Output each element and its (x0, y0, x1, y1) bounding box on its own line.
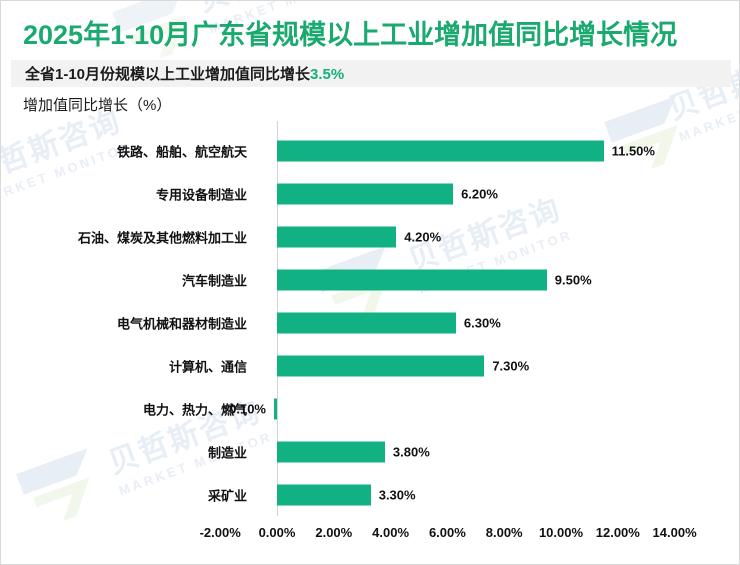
category-label: 电力、热力、燃气 (142, 402, 247, 417)
bar[interactable] (277, 312, 456, 333)
bar-row: 石油、煤炭及其他燃料加工业 4.20% (1, 215, 739, 258)
category-label: 专用设备制造业 (155, 187, 247, 202)
bar[interactable] (277, 140, 604, 161)
x-tick-label: 2.00% (315, 525, 353, 540)
bar-row: 专用设备制造业 6.20% (1, 172, 739, 215)
x-axis: -2.00% 0.00% 2.00% 4.00% 6.00% 8.00% 10.00% 12.… (1, 525, 739, 545)
x-tick-label: 8.00% (485, 525, 523, 540)
bar[interactable] (277, 269, 547, 290)
subtitle-prefix: 全省1-10月份规模以上工业增加值同比增长 (25, 66, 311, 83)
bar[interactable] (274, 398, 277, 419)
value-label: 6.30% (463, 315, 501, 330)
x-tick-label: -2.00% (199, 525, 241, 540)
value-label: 6.20% (461, 186, 498, 201)
category-label: 电气机械和器材制造业 (116, 316, 247, 331)
bar-row: 电力、热力、燃气 -0.10% (1, 387, 739, 430)
value-label: 3.30% (378, 487, 416, 502)
value-label: 11.50% (611, 143, 655, 158)
value-label: 9.50% (554, 272, 592, 287)
subtitle-highlight-value: 3.5% (310, 66, 345, 83)
x-tick-label: 14.00% (652, 525, 697, 540)
value-label: 4.20% (404, 229, 442, 244)
subtitle-band (11, 60, 731, 87)
x-tick-label: 4.00% (372, 525, 410, 540)
category-label: 石油、煤炭及其他燃料加工业 (77, 230, 247, 245)
plot-area: 铁路、船舶、航空航天 11.50% 专用设备制造业 6.20% 石油、煤炭及其他燃料加工… (1, 121, 739, 521)
bar[interactable] (277, 355, 485, 376)
bar-row: 铁路、船舶、航空航天 11.50% (1, 129, 739, 172)
bar-row: 电气机械和器材制造业 6.30% (1, 301, 739, 344)
bar-row: 汽车制造业 9.50% (1, 258, 739, 301)
category-label: 采矿业 (207, 488, 247, 503)
bar[interactable] (277, 183, 454, 204)
bar-row: 采矿业 3.30% (1, 473, 739, 516)
bar[interactable] (277, 226, 397, 247)
value-label: 7.30% (492, 358, 530, 373)
category-label: 计算机、通信 (168, 359, 247, 374)
value-label: -0.10% (224, 401, 266, 416)
value-label: 3.80% (392, 444, 430, 459)
x-tick-label: 6.00% (428, 525, 466, 540)
category-label: 铁路、船舶、航空航天 (116, 144, 247, 159)
bar-row: 制造业 3.80% (1, 430, 739, 473)
page-title: 2025年1-10月广东省规模以上工业增加值同比增长情况 (23, 20, 678, 50)
bar[interactable] (277, 441, 385, 462)
category-label: 汽车制造业 (181, 273, 247, 288)
bar-row: 计算机、通信 7.30% (1, 344, 739, 387)
subtitle-text: 全省1-10月份规模以上工业增加值同比增长3.5% (25, 63, 344, 84)
category-label: 制造业 (207, 445, 247, 460)
bar[interactable] (277, 484, 371, 505)
x-tick-label: 10.00% (538, 525, 584, 540)
axis-title: 增加值同比增长（%） (23, 97, 172, 114)
x-tick-label: 0.00% (258, 525, 296, 540)
x-tick-label: 12.00% (595, 525, 640, 540)
